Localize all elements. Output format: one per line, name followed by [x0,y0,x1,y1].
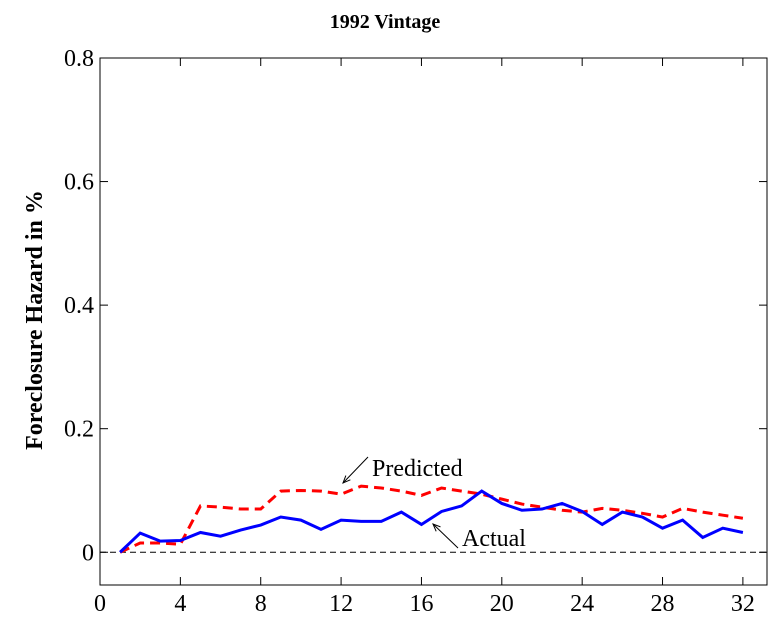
x-tick-label: 0 [94,591,106,617]
annotation-label: Predicted [372,456,463,482]
x-tick-label: 16 [409,591,433,617]
x-tick-label: 28 [651,591,675,617]
x-tick-label: 12 [329,591,353,617]
annotation-label: Actual [462,526,526,552]
y-tick-label: 0 [82,540,94,566]
series-line [119,489,744,554]
annotation-arrowhead [342,475,351,484]
annotation-arrow [432,523,459,549]
annotation-arrowhead [432,523,441,532]
x-tick-label: 20 [490,591,514,617]
plot-frame [99,57,768,586]
y-tick-label: 0.6 [64,170,94,196]
x-tick-label: 4 [174,591,186,617]
x-tick-label: 32 [731,591,755,617]
chart-title: 1992 Vintage [330,11,441,33]
series-line [119,484,744,554]
annotation-arrow [342,456,369,484]
x-tick-label: 24 [570,591,594,617]
y-tick-label: 0.4 [64,293,94,319]
y-tick-label: 0.8 [64,46,94,72]
y-axis-label: Foreclosure Hazard in % [22,190,48,450]
x-tick-label: 8 [255,591,267,617]
y-tick-label: 0.2 [64,417,94,443]
